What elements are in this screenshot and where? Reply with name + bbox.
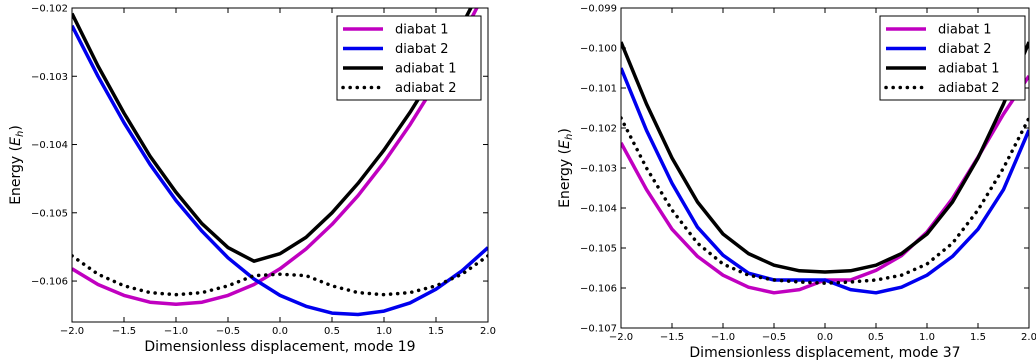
series-line-adiabat-1 <box>621 41 1029 274</box>
x-tick-label: −2.0 <box>60 326 84 337</box>
x-tick-label: −1.5 <box>660 332 684 343</box>
y-tick-label: −0.105 <box>31 208 68 219</box>
y-tick-label: −0.106 <box>580 284 617 295</box>
legend-label: adiabat 1 <box>395 62 457 77</box>
y-tick-label: −0.106 <box>31 277 68 288</box>
x-tick-label: 1.0 <box>376 326 392 337</box>
y-tick-label: −0.107 <box>580 324 617 335</box>
y-tick-label: −0.104 <box>580 204 617 215</box>
series-line-adiabat-2 <box>621 116 1029 285</box>
x-tick-label: 2.0 <box>1021 332 1036 343</box>
x-tick-label: 1.5 <box>970 332 986 343</box>
x-tick-label: −0.5 <box>762 332 786 343</box>
series-line-diabat-2 <box>621 67 1029 295</box>
x-tick-label: 0.0 <box>272 326 288 337</box>
x-tick-label: 1.5 <box>428 326 444 337</box>
legend-label: adiabat 2 <box>395 81 457 96</box>
x-tick-label: 0.0 <box>817 332 833 343</box>
series-line-diabat-2 <box>72 24 488 317</box>
x-axis-label: Dimensionless displacement, mode 37 <box>689 345 960 360</box>
series-line-diabat-1 <box>621 75 1029 295</box>
y-axis-label: Energy (Eh) <box>8 125 26 205</box>
x-tick-label: 0.5 <box>868 332 884 343</box>
x-tick-label: 1.0 <box>919 332 935 343</box>
y-tick-label: −0.102 <box>580 124 617 135</box>
series-line-adiabat-2 <box>72 254 488 297</box>
x-tick-label: 0.5 <box>324 326 340 337</box>
y-tick-label: −0.104 <box>31 140 68 151</box>
y-tick-label: −0.102 <box>31 4 68 15</box>
y-tick-label: −0.105 <box>580 244 617 255</box>
y-tick-label: −0.101 <box>580 84 617 95</box>
x-axis-label: Dimensionless displacement, mode 19 <box>144 339 415 355</box>
legend-label: adiabat 1 <box>938 62 1000 77</box>
plot-area <box>621 41 1029 295</box>
x-tick-label: −2.0 <box>609 332 633 343</box>
y-tick-label: −0.103 <box>31 72 68 83</box>
x-tick-label: −1.0 <box>164 326 188 337</box>
legend-label: diabat 2 <box>938 42 992 57</box>
legend: diabat 1 diabat 2 adiabat 1 adiabat 2 <box>879 15 1026 101</box>
right-chart-panel: −2.0 −1.5 −1.0 −0.5 0.0 0.5 1.0 1.5 2.0 −0.099 −0.… <box>557 4 1036 360</box>
x-tick-label: −0.5 <box>216 326 240 337</box>
y-tick-label: −0.103 <box>580 164 617 175</box>
legend-label: diabat 2 <box>395 42 449 57</box>
series-line-diabat-1 <box>72 8 479 307</box>
y-axis-label: Energy (Eh) <box>557 128 575 208</box>
y-tick-label: −0.099 <box>580 4 617 15</box>
x-tick-label: −1.5 <box>112 326 136 337</box>
legend: diabat 1 diabat 2 adiabat 1 adiabat 2 <box>336 15 482 101</box>
y-tick-label: −0.100 <box>580 44 617 55</box>
x-tick-label: −1.0 <box>711 332 735 343</box>
x-tick-label: 2.0 <box>480 326 496 337</box>
legend-label: diabat 1 <box>395 23 449 38</box>
left-chart-panel: −2.0 −1.5 −1.0 −0.5 0.0 0.5 1.0 1.5 2.0 −0.102 −0.… <box>8 4 496 356</box>
legend-label: adiabat 2 <box>938 81 1000 96</box>
plot-area <box>72 8 488 317</box>
legend-label: diabat 1 <box>938 23 992 38</box>
